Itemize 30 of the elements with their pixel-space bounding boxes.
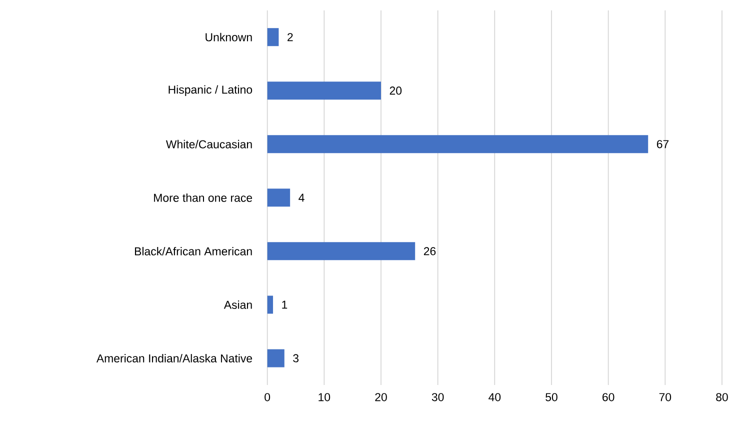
bar (267, 349, 284, 368)
y-tick-label: Hispanic / Latino (168, 85, 252, 96)
x-tick-label: 40 (488, 393, 501, 402)
x-tick-label: 60 (602, 393, 614, 402)
data-label: 4 (298, 194, 304, 202)
data-label: 20 (390, 86, 402, 95)
x-tick-label: 10 (318, 393, 330, 402)
y-tick-label: Unknown (206, 32, 252, 42)
y-tick-label: More than one race (154, 193, 252, 202)
x-tick-label: 20 (375, 393, 387, 402)
x-tick-label: 50 (546, 393, 558, 402)
x-tick-label: 80 (716, 393, 728, 402)
y-tick-label: Asian (224, 300, 252, 309)
data-label: 26 (424, 247, 436, 256)
bar (267, 296, 274, 314)
x-tick-label: 70 (659, 393, 672, 402)
bar (267, 242, 416, 260)
y-tick-label: White/Caucasian (166, 140, 252, 148)
x-tick-label: 30 (432, 393, 444, 402)
bar (267, 82, 381, 100)
data-label: 2 (288, 33, 293, 42)
x-tick-label: 0 (264, 393, 270, 402)
bar (267, 135, 648, 154)
data-label: 1 (282, 300, 288, 309)
y-tick-label: American Indian/Alaska Native (96, 354, 252, 362)
bar (267, 188, 290, 207)
bar (267, 28, 279, 46)
data-label: 67 (656, 140, 669, 148)
y-tick-label: Black/African American (134, 246, 252, 256)
data-label: 3 (293, 354, 299, 362)
